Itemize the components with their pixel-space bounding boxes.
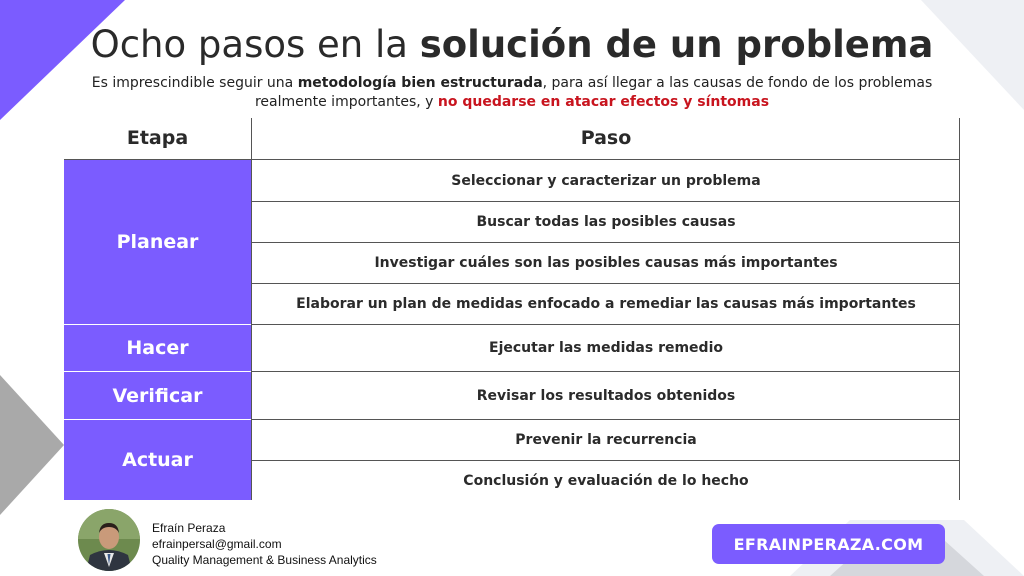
page-subtitle: Es imprescindible seguir una metodología… bbox=[60, 74, 964, 112]
stage-cell-hacer: Hacer bbox=[64, 325, 251, 371]
step-cell: Investigar cuáles son las posibles causa… bbox=[374, 255, 838, 271]
title-light-text: Ocho pasos en la bbox=[90, 23, 420, 66]
table-row-rule bbox=[252, 371, 960, 372]
stage-cell-verificar: Verificar bbox=[64, 372, 251, 419]
corner-decoration-top-right bbox=[921, 0, 1024, 110]
table-header-paso: Paso bbox=[580, 127, 632, 149]
page-title: Ocho pasos en la solución de un problema bbox=[0, 22, 1024, 68]
table-row-rule bbox=[252, 242, 960, 243]
table-border-right bbox=[959, 118, 960, 500]
author-avatar bbox=[78, 509, 140, 571]
step-cell: Conclusión y evaluación de lo hecho bbox=[463, 472, 749, 489]
step-cell: Revisar los resultados obtenidos bbox=[476, 387, 736, 404]
subtitle-bold-text: metodología bien estructurada bbox=[297, 75, 543, 91]
author-info: Efraín Peraza efrainpersal@gmail.com Qua… bbox=[152, 520, 377, 568]
author-role: Quality Management & Business Analytics bbox=[152, 553, 377, 567]
step-cell: Seleccionar y caracterizar un problema bbox=[451, 172, 761, 189]
author-email: efrainpersal@gmail.com bbox=[152, 537, 282, 551]
subtitle-text-2: , para así llegar a las causas de fondo … bbox=[254, 75, 933, 110]
step-cell: Elaborar un plan de medidas enfocado a r… bbox=[296, 296, 916, 312]
table-header-rule bbox=[64, 159, 960, 160]
stage-cell-planear: Planear bbox=[64, 160, 251, 324]
table-header-etapa: Etapa bbox=[126, 127, 189, 149]
step-cell: Buscar todas las posibles causas bbox=[476, 214, 736, 230]
corner-decoration-top-left bbox=[0, 0, 125, 120]
title-bold-text: solución de un problema bbox=[419, 23, 934, 66]
stage-cell-actuar: Actuar bbox=[64, 420, 251, 500]
step-cell: Prevenir la recurrencia bbox=[515, 432, 697, 448]
subtitle-text-1: Es imprescindible seguir una bbox=[91, 75, 298, 91]
website-button[interactable]: EFRAINPERAZA.COM bbox=[712, 524, 945, 564]
corner-decoration-bottom-left bbox=[0, 375, 64, 515]
person-photo-icon bbox=[78, 509, 140, 571]
table-row-rule bbox=[252, 460, 960, 461]
table-row-rule bbox=[252, 419, 960, 420]
author-name: Efraín Peraza bbox=[152, 521, 226, 535]
table-row-rule bbox=[252, 201, 960, 202]
table-row-rule bbox=[252, 283, 960, 284]
subtitle-red-text: no quedarse en atacar efectos y síntomas bbox=[437, 94, 770, 110]
table-divider-vertical bbox=[251, 118, 252, 500]
step-cell: Ejecutar las medidas remedio bbox=[489, 340, 723, 356]
table-row-rule bbox=[252, 324, 960, 325]
